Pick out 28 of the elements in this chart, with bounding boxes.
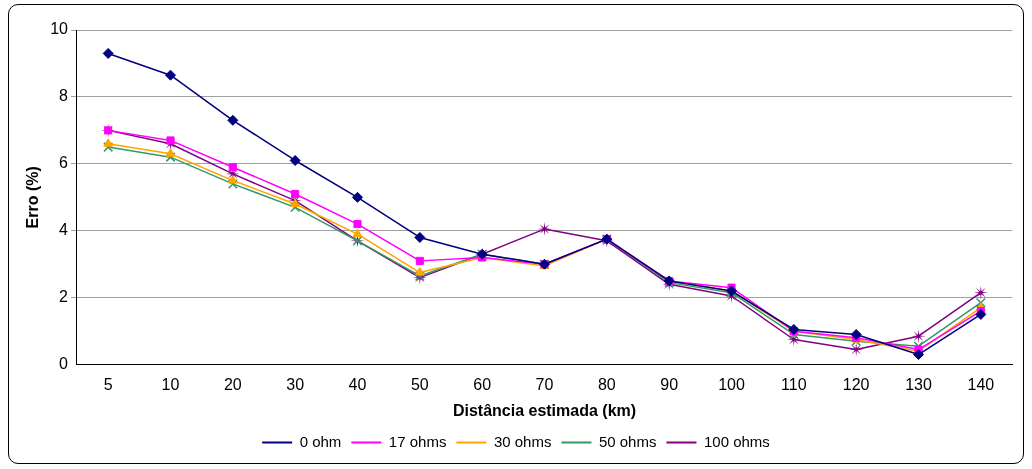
x-tick-label: 50 xyxy=(410,375,429,393)
y-tick-label: 0 xyxy=(59,355,69,373)
legend-label: 100 ohms xyxy=(703,432,770,450)
x-tick-label: 90 xyxy=(660,375,679,393)
x-tick-label: 20 xyxy=(223,375,242,393)
y-axis-title: Erro (%) xyxy=(24,166,42,229)
y-tick-label: 8 xyxy=(59,87,69,105)
x-tick-label: 130 xyxy=(905,375,932,393)
x-tick-label: 110 xyxy=(781,375,807,393)
x-tick-label: 80 xyxy=(597,375,616,393)
x-tick-label: 10 xyxy=(161,375,180,393)
x-tick-label: 40 xyxy=(348,375,367,393)
x-tick-label: 30 xyxy=(286,375,305,393)
legend-label: 50 ohms xyxy=(598,432,657,450)
legend-label: 0 ohm xyxy=(299,432,342,450)
x-tick-label: 5 xyxy=(103,375,113,393)
y-tick-label: 4 xyxy=(59,221,69,239)
x-axis-title: Distância estimada (km) xyxy=(452,401,637,419)
x-tick-label: 70 xyxy=(535,375,554,393)
legend-label: 17 ohms xyxy=(388,432,447,450)
x-tick-label: 140 xyxy=(967,375,995,393)
y-tick-label: 2 xyxy=(59,288,69,306)
x-tick-label: 100 xyxy=(718,375,745,393)
x-tick-label: 60 xyxy=(473,375,492,393)
y-tick-label: 6 xyxy=(59,154,69,172)
x-tick-label: 120 xyxy=(842,375,870,393)
y-tick-label: 10 xyxy=(50,20,69,38)
legend-label: 30 ohms xyxy=(493,432,552,450)
